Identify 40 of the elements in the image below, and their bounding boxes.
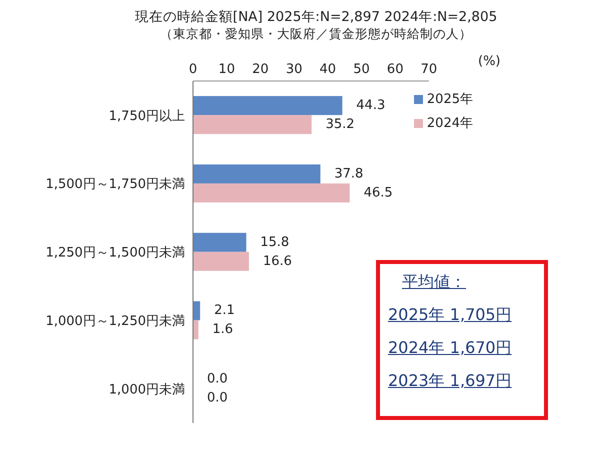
bar	[193, 96, 342, 116]
y-tick-label: 1,750円以上	[108, 108, 185, 124]
x-tick-label: 0	[188, 62, 198, 77]
data-label: 2.1	[214, 303, 235, 318]
x-tick-label: 10	[218, 62, 235, 77]
data-label: 37.8	[334, 166, 364, 182]
data-label: 0.0	[207, 372, 228, 387]
bar	[193, 232, 246, 252]
bar	[193, 301, 200, 320]
data-label: 35.2	[326, 117, 355, 132]
bar	[193, 115, 312, 134]
bar	[193, 183, 350, 202]
data-label: 16.6	[262, 254, 292, 269]
x-tick-label: 40	[320, 62, 336, 77]
data-label: 44.3	[356, 98, 386, 114]
x-tick-label: 30	[286, 62, 302, 77]
y-tick-label: 1,500円～1,750円未満	[46, 177, 185, 192]
annotation: 2024年 1,670円	[388, 338, 513, 359]
legend-label: 2025年	[426, 92, 473, 107]
annotation: 2025年 1,705円	[388, 305, 513, 326]
bar	[193, 164, 320, 184]
x-tick-label: 50	[353, 62, 370, 77]
legend-label: 2024年	[426, 116, 473, 131]
annotation: 2023年 1,697円	[388, 371, 513, 392]
data-label: 46.5	[364, 185, 393, 200]
bar	[193, 252, 249, 271]
data-label: 1.6	[212, 322, 234, 338]
data-label: 0.0	[207, 390, 228, 406]
y-tick-label: 1,000円～1,250円未満	[46, 314, 185, 330]
x-tick-label: 60	[386, 62, 404, 77]
chart-subtitle: （東京都・愛知県・大阪府／賃金形態が時給制の人）	[159, 26, 473, 43]
x-tick-label: 70	[420, 62, 438, 77]
chart-title: 現在の時給金額[NA] 2025年:N=2,897 2024年:N=2,805	[134, 8, 498, 26]
bar	[193, 320, 198, 340]
data-label: 15.8	[260, 234, 290, 250]
annotation: 平均値：	[402, 272, 467, 293]
y-tick-label: 1,250円～1,500円未満	[46, 246, 185, 261]
y-tick-label: 1,000円未満	[108, 382, 185, 398]
x-tick-label: 20	[252, 62, 269, 77]
x-axis-title: (%)	[478, 54, 500, 69]
